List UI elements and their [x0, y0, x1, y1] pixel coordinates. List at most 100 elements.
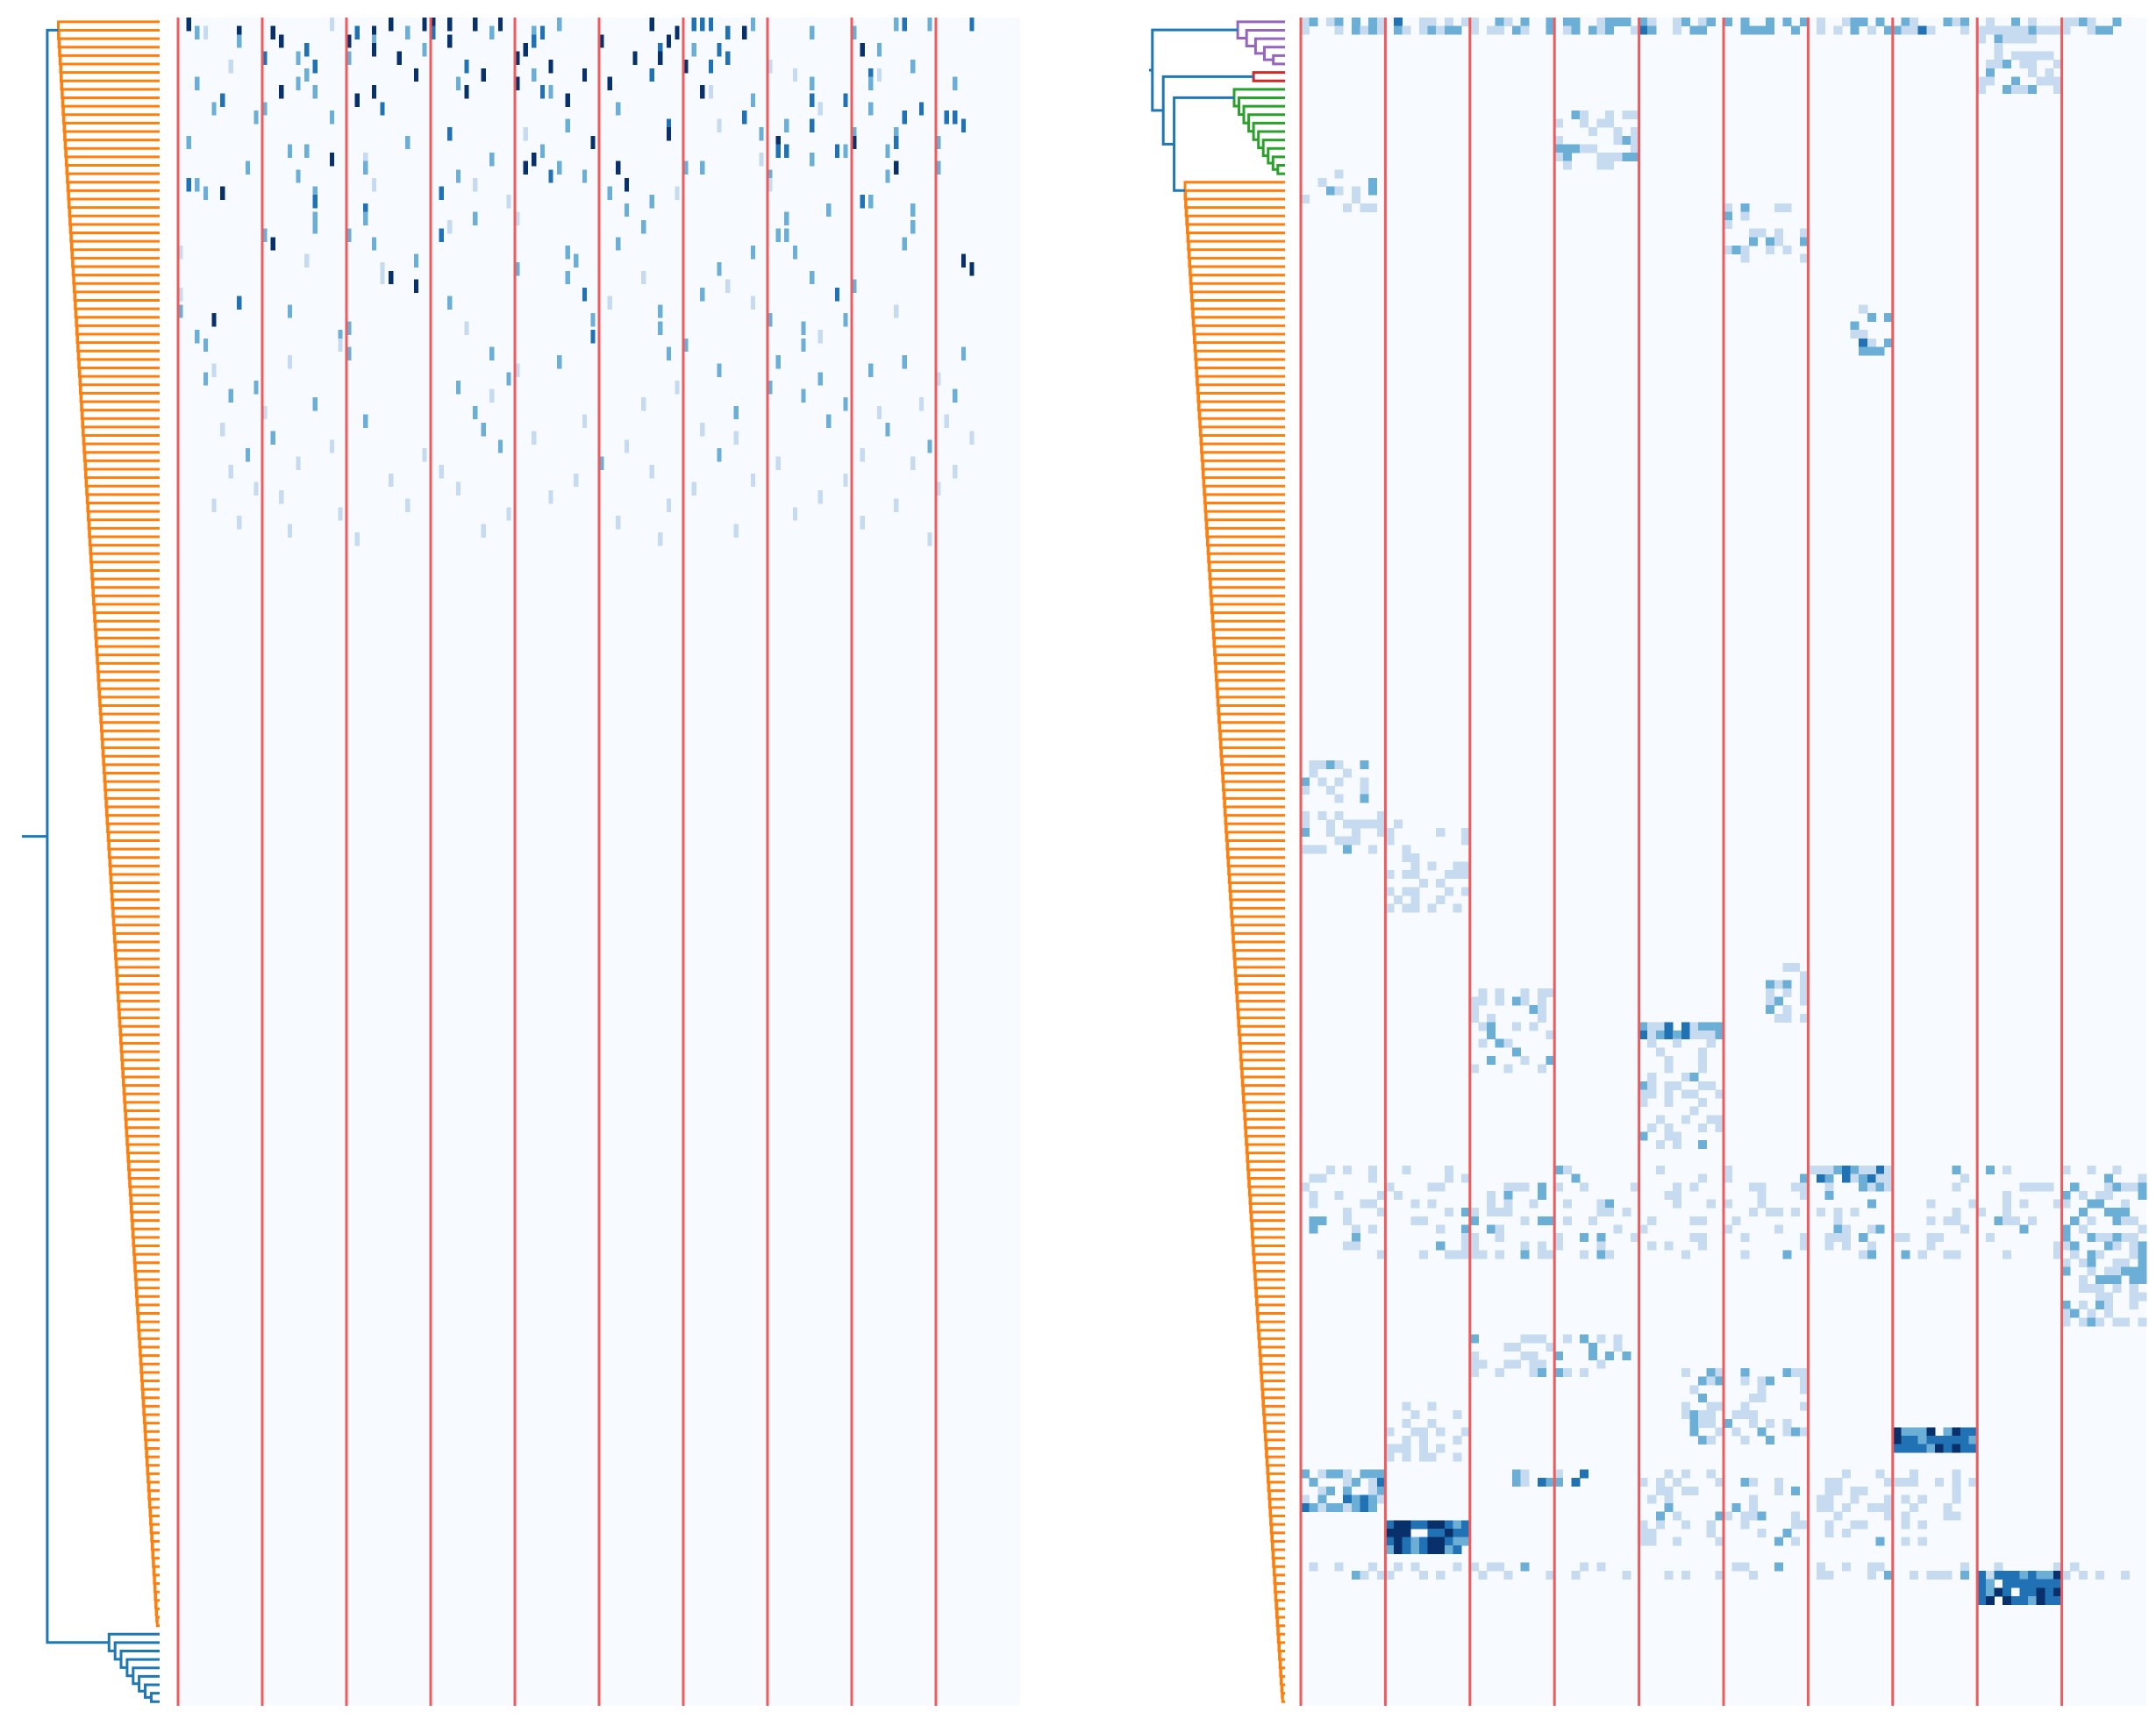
heatmap-cell [1782, 18, 1792, 27]
heatmap-cell [1740, 1250, 1750, 1259]
heatmap-cell [2061, 1309, 2071, 1318]
heatmap-cell [1901, 18, 1910, 27]
heatmap-cell [1444, 1545, 1453, 1555]
heatmap-cell [1638, 1098, 1648, 1108]
heatmap-cell [1841, 1241, 1851, 1251]
heatmap-cell [1436, 1224, 1446, 1234]
heatmap-cell [1368, 203, 1378, 212]
heatmap-cell [1782, 203, 1792, 212]
heatmap-cell [700, 160, 705, 175]
heatmap-cell [649, 195, 654, 209]
heatmap-cell [1664, 1241, 1674, 1251]
heatmap-cell [1343, 1241, 1353, 1251]
heatmap-cell [1394, 1444, 1403, 1453]
heatmap-cell [1427, 1418, 1437, 1428]
heatmap-cell [1495, 996, 1504, 1006]
heatmap-cell [2003, 1208, 2012, 1217]
heatmap-cell [473, 18, 478, 32]
heatmap-cell [1952, 1469, 1961, 1479]
heatmap-cell [539, 85, 546, 99]
heatmap-cell [1901, 1427, 1910, 1437]
heatmap-cell [237, 34, 242, 48]
heatmap-cell [2061, 1301, 2071, 1310]
heatmap-cell [1588, 25, 1597, 35]
heatmap-cell [607, 76, 612, 90]
heatmap-cell [1766, 980, 1775, 989]
heatmap-cell [431, 25, 436, 40]
heatmap-cell [607, 296, 612, 310]
heatmap-cell [1867, 1173, 1876, 1183]
heatmap-cell [253, 380, 259, 395]
heatmap-cell [473, 405, 478, 420]
heatmap-cell [2028, 1579, 2038, 1588]
heatmap-cell [616, 237, 621, 251]
heatmap-cell [1808, 1166, 1817, 1175]
heatmap-cell [1325, 1166, 1335, 1175]
heatmap-cell [1605, 1351, 1615, 1360]
heatmap-cell [2095, 1317, 2105, 1327]
heatmap-cell [1698, 1123, 1708, 1132]
heatmap-cell [2045, 1579, 2054, 1588]
heatmap-cell [1740, 1478, 1750, 1487]
heatmap-cell [1385, 1182, 1395, 1192]
heatmap-cell [1833, 1478, 1843, 1487]
heatmap-cell [582, 288, 588, 302]
heatmap-cell [1309, 18, 1318, 27]
heatmap-cell [1444, 1173, 1453, 1183]
heatmap-cell [2078, 1301, 2088, 1310]
heatmap-cell [1461, 1241, 1471, 1251]
heatmap-cell [2078, 1190, 2088, 1200]
heatmap-cell [422, 18, 427, 32]
heatmap-cell [1385, 828, 1395, 838]
heatmap-cell [2003, 1595, 2012, 1605]
heatmap-cell [2028, 18, 2038, 27]
heatmap-cell [1512, 1182, 1522, 1192]
heatmap-cell [1859, 1166, 1868, 1175]
heatmap-cell [1757, 25, 1767, 35]
heatmap-cell [936, 160, 941, 175]
heatmap-cell [1554, 1478, 1564, 1487]
heatmap-cell [186, 177, 191, 192]
heatmap-cell [1799, 1427, 1809, 1437]
heatmap-cell [910, 220, 916, 234]
heatmap-cell [1376, 1478, 1386, 1487]
heatmap-cell [1436, 895, 1446, 905]
heatmap-cell [675, 25, 680, 40]
heatmap-cell [936, 135, 941, 150]
heatmap-cell [1334, 794, 1344, 803]
heatmap-cell [1791, 963, 1801, 973]
heatmap-cell [1724, 1173, 1733, 1183]
heatmap-cell [1622, 1571, 1631, 1580]
heatmap-cell [1841, 1173, 1851, 1183]
heatmap-cell [1546, 1343, 1555, 1352]
heatmap-cell [742, 25, 747, 40]
heatmap-cell [1799, 1190, 1809, 1200]
heatmap-cell [1368, 1166, 1378, 1175]
heatmap-cell [1351, 1478, 1360, 1487]
heatmap-cell [1748, 1208, 1758, 1217]
heatmap-cell [2019, 34, 2029, 44]
heatmap-cell [1875, 1182, 1885, 1192]
heatmap-cell [2087, 1283, 2096, 1293]
heatmap-cell [211, 312, 217, 327]
heatmap-cell [2003, 85, 2012, 95]
heatmap-cell [1698, 1393, 1708, 1402]
heatmap-cell [1461, 828, 1471, 838]
heatmap-cell [195, 25, 200, 40]
heatmap-cell [1554, 1351, 1564, 1360]
heatmap-cell [1427, 1528, 1437, 1537]
heatmap-cell [1689, 1182, 1699, 1192]
heatmap-cell [1985, 25, 1995, 35]
heatmap-cell [2095, 25, 2105, 35]
heatmap-cell [1410, 852, 1420, 862]
heatmap-cell [1520, 1250, 1530, 1259]
heatmap-cell [1673, 1081, 1682, 1090]
heatmap-cell [186, 18, 191, 32]
heatmap-cell [860, 447, 865, 462]
heatmap-cell [953, 465, 958, 479]
heatmap-cell [1715, 1537, 1724, 1546]
heatmap-cell [1791, 1537, 1801, 1546]
heatmap-cell [1317, 777, 1327, 787]
heatmap-cell [1706, 1081, 1716, 1090]
heatmap-cell [481, 68, 486, 82]
